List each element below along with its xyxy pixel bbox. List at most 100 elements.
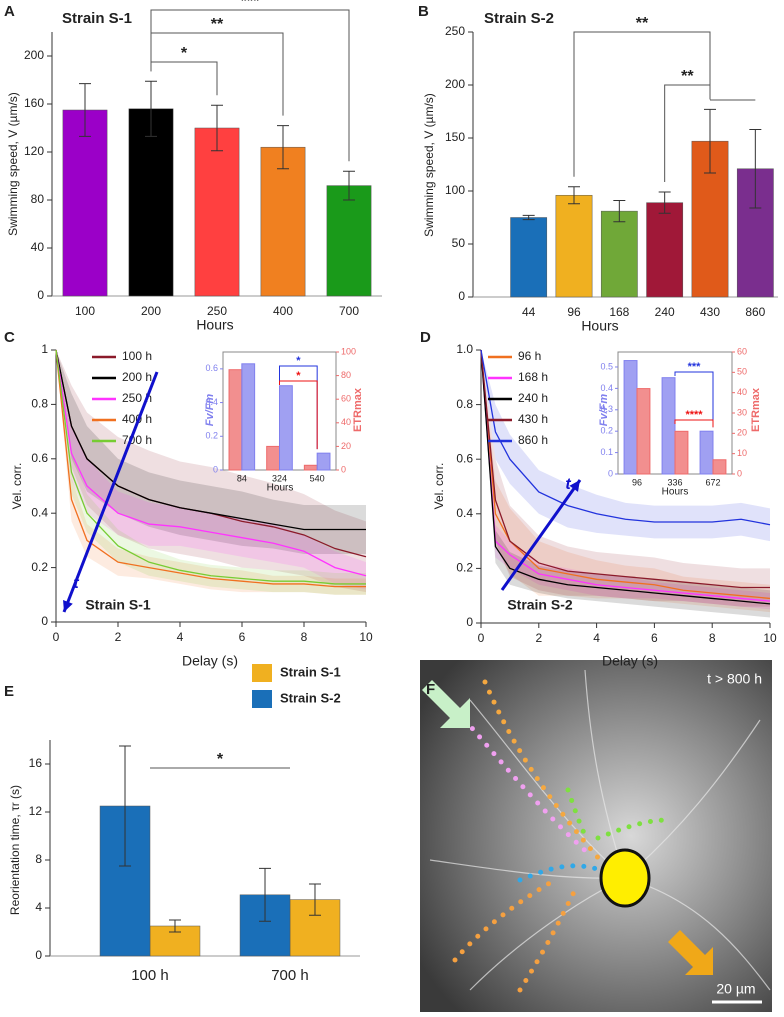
- y-tick-label: 200: [445, 77, 465, 91]
- legend-label: 860 h: [518, 433, 548, 447]
- x-tick-label: 100: [75, 304, 95, 318]
- significance-label: **: [636, 15, 649, 32]
- error-band: [56, 350, 366, 590]
- inset-bar: [674, 430, 689, 475]
- x-tick-label: 324: [272, 473, 287, 483]
- x-tick-label: 0: [478, 631, 485, 645]
- series-line: [480, 349, 771, 602]
- error-bar: [259, 867, 272, 922]
- x-axis-label: Hours: [196, 317, 233, 333]
- y2-tick-label: 50: [737, 367, 747, 377]
- y2-tick-label: 0: [341, 464, 346, 474]
- y2-tick-label: 80: [341, 370, 351, 380]
- significance-bracket: [674, 371, 714, 428]
- legend-label: Strain S-2: [280, 690, 341, 705]
- significance-bracket: [674, 419, 714, 428]
- x-tick-label: 200: [141, 304, 161, 318]
- annotation: Strain S-2: [507, 597, 573, 613]
- y-tick-label: 16: [29, 756, 43, 770]
- error-band: [481, 350, 770, 542]
- x-tick-label: 700: [339, 304, 359, 318]
- legend-label: 200 h: [122, 370, 152, 384]
- y2-tick-label: 30: [737, 407, 747, 417]
- y-tick-label: 1: [41, 342, 48, 356]
- error-bar: [749, 129, 762, 209]
- panel-label: E: [4, 683, 14, 700]
- significance-bracket: [279, 380, 318, 450]
- error-band: [481, 350, 770, 613]
- y-axis-label: Reorientation time, τr (s): [8, 785, 22, 915]
- time-annotation: t > 800 h: [707, 671, 762, 687]
- error-bar: [568, 186, 580, 205]
- legend-label: 240 h: [518, 391, 548, 405]
- y-axis-label: Vel. corr.: [10, 463, 24, 510]
- y-tick-label: 0.4: [456, 506, 473, 520]
- error-band: [56, 350, 366, 593]
- bar: [62, 109, 108, 297]
- inset-bar: [636, 388, 651, 475]
- significance-label: ***: [688, 361, 702, 373]
- panel-label: A: [4, 3, 15, 20]
- y2-tick-label: 20: [737, 428, 747, 438]
- error-bar: [522, 214, 535, 221]
- legend-label: 96 h: [518, 349, 541, 363]
- error-band: [481, 350, 770, 618]
- y-tick-label: 50: [452, 236, 466, 250]
- x-axis-label: Hours: [662, 487, 689, 498]
- error-bar: [119, 745, 132, 867]
- y-tick-label: 200: [24, 48, 44, 62]
- y-tick-label: 0.6: [456, 451, 473, 465]
- y-axis-label: Swimming speed, V (µm/s): [422, 93, 436, 237]
- x-tick-label: 4: [593, 631, 600, 645]
- time-arrow: [500, 479, 582, 591]
- y-tick-label: 150: [445, 130, 465, 144]
- significance-bracket: [664, 84, 711, 183]
- scale-label: 20 µm: [716, 981, 755, 997]
- x-tick-label: 10: [763, 631, 777, 645]
- error-bar: [658, 191, 671, 214]
- y-tick-label: 250: [445, 24, 465, 38]
- x-tick-label: 8: [709, 631, 716, 645]
- significance-label: *: [296, 355, 301, 367]
- x-tick-label: 0: [53, 630, 60, 644]
- inset-bar: [699, 430, 714, 475]
- panel-label: B: [418, 3, 429, 20]
- error-bar: [145, 80, 157, 137]
- error-bar: [168, 919, 181, 933]
- y-tick-label: 0.4: [600, 383, 613, 393]
- significance-label: *: [181, 45, 188, 62]
- legend-label: 400 h: [122, 412, 152, 426]
- x-tick-label: 540: [310, 473, 325, 483]
- x-tick-label: 96: [632, 477, 642, 487]
- significance-label: ***: [241, 0, 260, 10]
- significance-label: ****: [685, 409, 703, 421]
- bar: [600, 210, 638, 298]
- error-bar: [79, 83, 91, 137]
- x-axis-label: Delay (s): [182, 653, 238, 669]
- x-tick-label: 100 h: [131, 967, 169, 984]
- bar: [646, 202, 684, 298]
- y-tick-label: 0: [608, 468, 613, 478]
- x-tick-label: 240: [655, 305, 675, 319]
- y-tick-label: 0.8: [456, 397, 473, 411]
- y-tick-label: 40: [31, 240, 45, 254]
- error-bar: [704, 108, 716, 174]
- y-tick-label: 0.3: [600, 404, 613, 414]
- y-tick-label: 160: [24, 96, 44, 110]
- x-tick-label: 430: [700, 305, 720, 319]
- series-line: [480, 349, 771, 526]
- bar: [260, 146, 306, 297]
- inset-bar: [241, 363, 256, 471]
- y-tick-label: 0: [213, 464, 218, 474]
- y-tick-label: 8: [35, 852, 42, 866]
- y-axis-label: Swimming speed, V (µm/s): [6, 92, 20, 236]
- y-tick-label: 0.2: [205, 431, 218, 441]
- error-bar: [343, 170, 355, 201]
- x-tick-label: 2: [535, 631, 542, 645]
- annotation: Strain S-1: [85, 597, 151, 613]
- y-tick-label: 0: [458, 289, 465, 303]
- bar: [128, 108, 174, 297]
- legend-swatch: [252, 664, 272, 682]
- y2-axis-label: ETRmax: [750, 387, 762, 432]
